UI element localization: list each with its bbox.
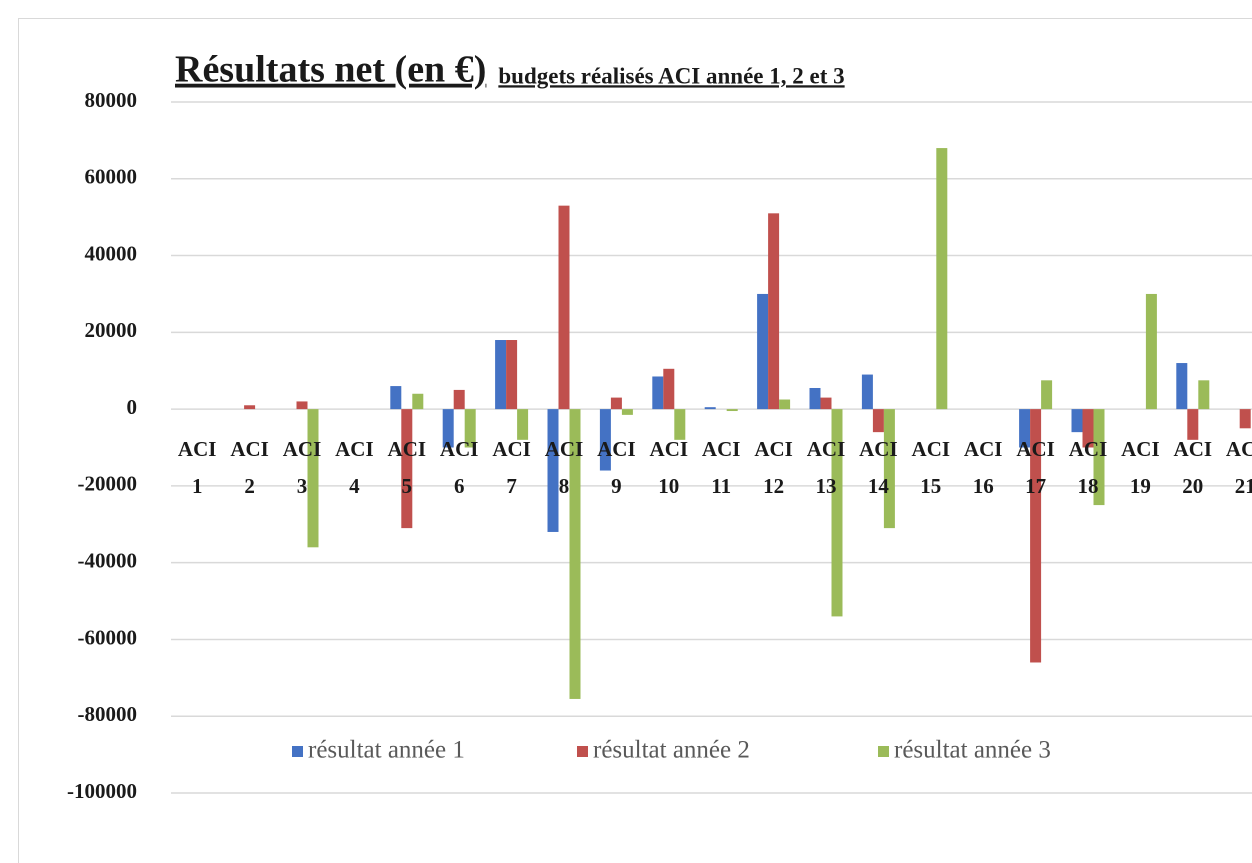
x-tick-label: ACI 11 xyxy=(701,437,741,499)
y-tick-label: -40000 xyxy=(78,548,138,572)
x-tick-label: ACI 3 xyxy=(282,437,322,499)
x-tick-label: ACI 6 xyxy=(439,437,479,499)
bar xyxy=(517,409,529,440)
bar xyxy=(652,376,664,410)
x-tick-label: ACI 1 xyxy=(177,437,217,499)
x-tick-label: ACI 4 xyxy=(335,437,374,499)
bar xyxy=(704,407,716,410)
bar xyxy=(1145,293,1157,410)
bar xyxy=(621,409,633,415)
y-tick-label: -100000 xyxy=(67,779,137,803)
chart-title: Résultats net (en €) xyxy=(175,49,486,91)
y-tick-label: 80000 xyxy=(85,88,138,112)
y-tick-label: 60000 xyxy=(85,165,138,189)
bar xyxy=(1239,409,1251,429)
x-tick-label: ACI 19 xyxy=(1121,437,1160,499)
bar xyxy=(1041,380,1053,410)
bar xyxy=(547,409,559,532)
x-tick-label: ACI 20 xyxy=(1173,437,1213,499)
bar xyxy=(506,340,518,410)
x-tick-label: ACI 10 xyxy=(649,437,689,499)
bar xyxy=(1082,409,1094,448)
bar xyxy=(412,393,424,410)
bar xyxy=(1019,409,1031,448)
bar xyxy=(296,401,308,410)
y-tick-label: -80000 xyxy=(78,702,138,726)
bar xyxy=(872,409,884,433)
bar xyxy=(779,399,791,410)
y-tick-label: -60000 xyxy=(78,625,138,649)
bar xyxy=(495,340,507,410)
bar xyxy=(1176,363,1188,410)
y-tick-label: -20000 xyxy=(78,472,138,496)
x-tick-label: ACI 5 xyxy=(387,437,427,499)
x-tick-label: ACI 16 xyxy=(963,437,1003,499)
y-tick-label: 20000 xyxy=(85,318,138,342)
legend-label: résultat année 2 xyxy=(593,737,750,764)
x-tick-label: ACI 21 xyxy=(1225,437,1252,499)
bar xyxy=(1030,409,1042,663)
bar xyxy=(442,409,454,448)
x-tick-label: ACI 2 xyxy=(230,437,269,499)
bar xyxy=(390,386,402,410)
bar xyxy=(883,409,895,529)
x-tick-label: ACI 14 xyxy=(859,437,898,499)
y-tick-label: 0 xyxy=(127,395,138,419)
chart-frame xyxy=(18,18,1252,863)
bar xyxy=(936,148,948,410)
bar xyxy=(401,409,413,529)
bar xyxy=(820,397,832,410)
legend-swatch xyxy=(878,746,889,757)
legend-label: résultat année 3 xyxy=(894,737,1051,764)
legend-swatch xyxy=(577,746,588,757)
bar xyxy=(663,368,675,410)
bar xyxy=(569,409,581,699)
bar xyxy=(1198,380,1210,410)
bar xyxy=(757,293,769,410)
chart-subtitle: budgets réalisés ACI année 1, 2 et 3 xyxy=(498,63,844,88)
bar xyxy=(861,374,873,410)
bar xyxy=(453,389,465,410)
x-tick-label: ACI 15 xyxy=(911,437,951,499)
x-tick-label: ACI 12 xyxy=(754,437,793,499)
x-tick-label: ACI 17 xyxy=(1016,437,1055,499)
bar xyxy=(610,397,622,410)
x-tick-label: ACI 9 xyxy=(597,437,636,499)
bar xyxy=(726,409,738,412)
bar xyxy=(1071,409,1083,433)
x-tick-label: ACI 7 xyxy=(492,437,531,499)
bar xyxy=(244,405,256,410)
legend-label: résultat année 1 xyxy=(308,737,465,764)
bar xyxy=(768,213,780,410)
bar xyxy=(809,387,821,410)
bar xyxy=(674,409,686,440)
x-tick-label: ACI 18 xyxy=(1068,437,1108,499)
bar xyxy=(599,409,611,471)
bar xyxy=(558,205,570,410)
bar xyxy=(831,409,843,617)
bar xyxy=(464,409,476,448)
legend-swatch xyxy=(292,746,303,757)
bar xyxy=(1093,409,1105,506)
x-tick-label: ACI 8 xyxy=(544,437,584,499)
x-tick-label: ACI 13 xyxy=(806,437,846,499)
bar xyxy=(1187,409,1199,440)
y-tick-label: 40000 xyxy=(85,241,138,265)
bar xyxy=(307,409,319,548)
